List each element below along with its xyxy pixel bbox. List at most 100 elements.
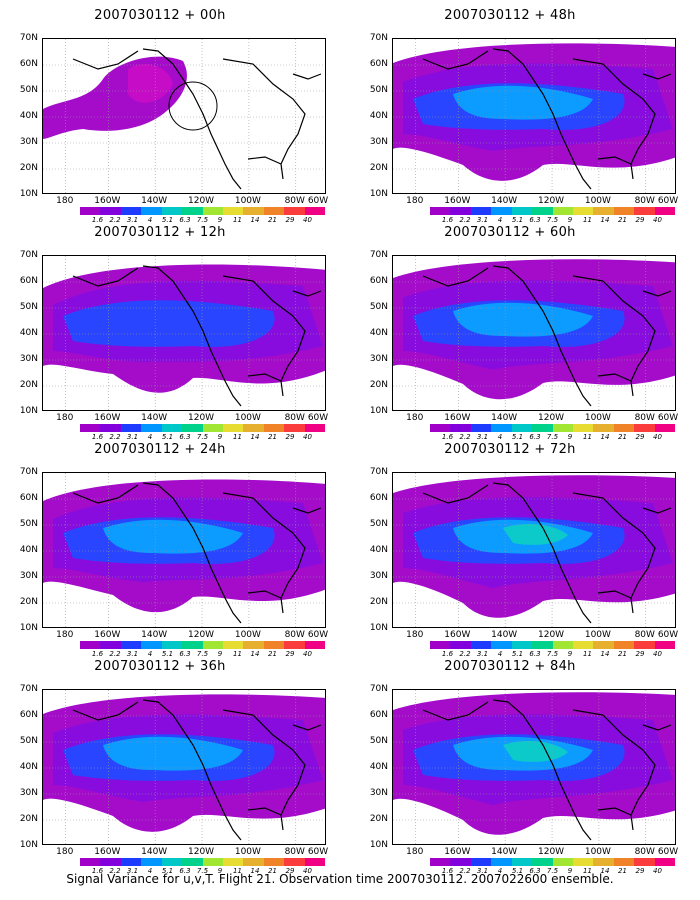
colorbar-swatch	[450, 424, 471, 432]
colorbar-label: 6.3	[179, 433, 191, 441]
colorbar-swatch	[100, 207, 121, 215]
colorbar-swatch	[141, 207, 162, 215]
colorbar-label: 1.6	[441, 216, 454, 224]
colorbar-swatch	[491, 424, 512, 432]
colorbar-label: 4	[497, 433, 503, 441]
colorbar-swatch	[470, 641, 492, 649]
lat-tick-label: 50N	[19, 302, 38, 312]
colorbar-label: 7.5	[546, 867, 559, 875]
lon-axis: 180 160W 140W 120W 100W 80W 60W	[42, 196, 328, 208]
lat-tick-label: 70N	[369, 467, 388, 477]
colorbar-swatch	[263, 858, 285, 866]
coastline	[72, 699, 322, 841]
map-panel: 2007030112 + 60h 70N 60N 50N 40N 30N 20N 10N 1…	[360, 225, 680, 441]
lon-tick-label: 80W	[284, 847, 305, 857]
colorbar-swatch	[284, 858, 305, 866]
lon-tick-label: 180	[56, 630, 74, 640]
lon-tick-label: 100W	[584, 630, 611, 640]
colorbar-swatch	[634, 207, 655, 215]
colorbar-label: 5.1	[511, 433, 524, 441]
colorbar-label: 6.3	[179, 867, 191, 875]
colorbar-labels: 1.6 2.2 3.1 4 5.1 6.3 7.5 9 11 14 21 29 40	[430, 650, 675, 660]
colorbar-label: 5.1	[511, 216, 524, 224]
colorbar-swatch	[491, 641, 512, 649]
map-area	[392, 472, 676, 628]
lon-tick-label: 180	[406, 630, 424, 640]
colorbar-label: 40	[653, 433, 662, 441]
colorbar-swatch	[593, 858, 614, 866]
colorbar-label: 7.5	[196, 867, 209, 875]
colorbar-label: 9	[217, 433, 223, 441]
lon-axis: 180 160W 140W 120W 100W 80W 60W	[42, 847, 329, 859]
lat-tick-label: 10N	[19, 840, 38, 850]
colorbar-label: 5.1	[161, 867, 174, 875]
colorbar-label: 7.5	[196, 433, 209, 441]
colorbar-swatch	[532, 424, 553, 432]
lon-tick-label: 120W	[187, 413, 215, 423]
colorbar-swatch	[182, 207, 203, 215]
lon-tick-label: 140W	[491, 196, 518, 206]
colorbar-swatch	[552, 858, 573, 866]
colorbar-label: 29	[635, 867, 645, 875]
lon-tick-label: 100W	[234, 630, 261, 640]
panel-title: 2007030112 + 00h	[94, 8, 226, 23]
colorbar-swatch	[80, 424, 101, 432]
colorbar-swatch	[613, 424, 635, 432]
colorbar-label: 2.2	[109, 867, 121, 875]
lon-tick-label: 60W	[307, 847, 329, 857]
colorbar-swatch	[80, 207, 101, 215]
lat-tick-label: 20N	[19, 814, 38, 824]
colorbar-swatch	[243, 641, 264, 649]
lon-tick-label: 100W	[234, 413, 261, 423]
colorbar-label: 29	[285, 433, 295, 441]
colorbar-swatch	[141, 858, 162, 866]
lat-tick-label: 70N	[19, 250, 38, 260]
lat-tick-label: 40N	[369, 111, 388, 121]
lon-tick-label: 140W	[141, 847, 168, 857]
coastline	[72, 482, 322, 624]
lon-tick-label: 80W	[284, 196, 305, 206]
lon-tick-label: 80W	[284, 413, 305, 423]
lat-tick-label: 10N	[369, 840, 388, 850]
colorbar-swatch	[243, 207, 264, 215]
lon-tick-label: 160W	[444, 630, 471, 640]
lon-tick-label: 60W	[657, 196, 679, 206]
variance-contour	[63, 300, 275, 347]
lat-tick-label: 60N	[369, 710, 388, 720]
colorbar-label: 11	[583, 650, 592, 658]
lon-axis: 180 160W 140W 120W 100W 80W 60W	[392, 413, 678, 425]
colorbar-labels: 1.6 2.2 3.1 4 5.1 6.3 7.5 9 11 14 21 29 40	[80, 867, 325, 877]
colorbar-label: 2.2	[459, 867, 471, 875]
map-area	[42, 472, 326, 628]
colorbar-label: 29	[285, 216, 295, 224]
lon-tick-label: 120W	[537, 413, 565, 423]
colorbar-label: 6.3	[529, 650, 541, 658]
lat-tick-label: 70N	[369, 250, 388, 260]
colorbar-label: 40	[303, 867, 312, 875]
panel-title: 2007030112 + 48h	[444, 8, 576, 23]
colorbar-swatch	[654, 207, 676, 215]
colorbar-swatch	[450, 858, 471, 866]
colorbar-swatch	[263, 641, 285, 649]
variance-field	[393, 43, 675, 181]
colorbar	[430, 641, 676, 649]
colorbar-swatch	[430, 424, 451, 432]
lon-tick-label: 180	[56, 196, 74, 206]
lon-tick-label: 180	[56, 847, 74, 857]
colorbar-label: 1.6	[441, 433, 454, 441]
lat-tick-label: 20N	[19, 380, 38, 390]
colorbar-swatch	[222, 207, 244, 215]
colorbar-label: 9	[567, 867, 573, 875]
colorbar-label: 2.2	[109, 433, 121, 441]
colorbar-swatch	[222, 424, 244, 432]
colorbar	[430, 207, 676, 215]
colorbar-label: 11	[233, 867, 242, 875]
colorbar-swatch	[141, 424, 162, 432]
panel-title: 2007030112 + 36h	[94, 659, 226, 674]
lat-tick-label: 30N	[369, 137, 388, 147]
coastline	[72, 265, 322, 407]
colorbar-swatch	[304, 641, 326, 649]
lon-tick-label: 100W	[584, 847, 611, 857]
lon-axis: 180 160W 140W 120W 100W 80W 60W	[42, 413, 328, 425]
lon-tick-label: 60W	[307, 630, 329, 640]
